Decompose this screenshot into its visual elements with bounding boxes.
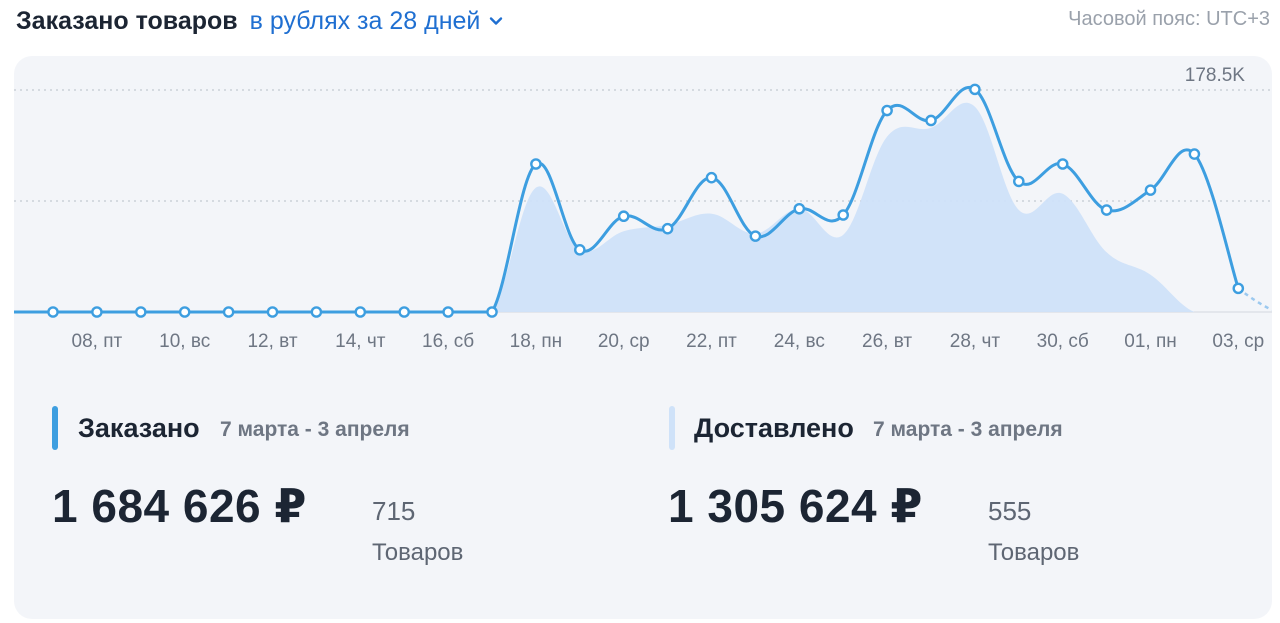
x-tick-label: 26, вт	[862, 331, 912, 352]
ordered-stat-title: Заказано	[78, 413, 200, 443]
delivered-stat-title: Доставлено	[694, 413, 854, 443]
chevron-down-icon	[490, 17, 503, 25]
chart-title: Заказано товаров	[16, 6, 238, 35]
delivered-stat-sum: 1 305 624 ₽	[668, 480, 923, 532]
data-point-ordered[interactable]	[266, 306, 279, 318]
x-tick-label: 12, вт	[247, 331, 297, 352]
points-layer	[47, 83, 1245, 318]
data-point-ordered[interactable]	[310, 306, 323, 318]
x-tick-labels: 08, пт 10, вс 12, вт 14, чт 16, сб 18, пн 20, …	[72, 331, 1265, 352]
ordered-stat-count: 715	[372, 496, 416, 526]
data-point-ordered[interactable]	[925, 114, 937, 127]
data-point-ordered[interactable]	[91, 306, 103, 318]
data-point-ordered[interactable]	[574, 244, 586, 256]
x-tick-label: 28, чт	[950, 331, 1001, 352]
data-point-ordered[interactable]	[705, 171, 718, 184]
ordered-stat-sum: 1 684 626 ₽	[52, 480, 307, 532]
x-tick-label: 24, вс	[774, 331, 825, 352]
series-area-delivered	[14, 102, 1239, 312]
x-tick-label: 30, сб	[1037, 331, 1089, 352]
data-point-ordered[interactable]	[47, 306, 59, 318]
data-point-ordered[interactable]	[1232, 282, 1245, 295]
data-point-ordered[interactable]	[881, 104, 893, 117]
data-point-ordered[interactable]	[442, 306, 454, 318]
data-point-ordered[interactable]	[1100, 204, 1113, 216]
data-point-ordered[interactable]	[486, 306, 498, 318]
data-point-ordered[interactable]	[530, 158, 542, 170]
data-point-ordered[interactable]	[178, 306, 191, 318]
data-point-ordered[interactable]	[222, 306, 235, 318]
y-max-label: 178.5K	[1185, 65, 1246, 86]
series-line-ordered-tail	[1237, 287, 1272, 312]
data-point-ordered[interactable]	[1144, 184, 1157, 196]
delivered-legend-marker	[669, 406, 675, 450]
x-tick-label: 01, пн	[1124, 331, 1176, 352]
ordered-legend-marker	[52, 406, 58, 450]
chart-card: 08, пт 10, вс 12, вт 14, чт 16, сб 18, пн 20, …	[14, 56, 1272, 619]
data-point-ordered[interactable]	[837, 209, 850, 221]
ordered-stat-period: 7 марта - 3 апреля	[220, 418, 410, 441]
data-point-ordered[interactable]	[969, 83, 981, 96]
timezone-label: Часовой пояс: UTC+3	[1068, 8, 1270, 30]
delivered-stat-period: 7 марта - 3 апреля	[873, 418, 1063, 441]
data-point-ordered[interactable]	[354, 306, 367, 318]
x-tick-label: 22, пт	[686, 331, 737, 352]
data-point-ordered[interactable]	[1013, 175, 1025, 188]
x-tick-label: 10, вс	[159, 331, 210, 352]
x-tick-label: 20, ср	[598, 331, 650, 352]
data-point-ordered[interactable]	[661, 222, 674, 235]
chart-header: Заказано товаров в рублях за 28 дней	[16, 4, 504, 38]
x-tick-label: 14, чт	[335, 331, 386, 352]
period-currency-dropdown[interactable]: в рублях за 28 дней	[250, 7, 505, 36]
delivered-stat-count: 555	[988, 496, 1032, 526]
x-tick-label: 18, пн	[510, 331, 562, 352]
data-point-ordered[interactable]	[398, 306, 411, 318]
x-tick-label: 16, сб	[422, 331, 474, 352]
orders-area-chart[interactable]: 08, пт 10, вс 12, вт 14, чт 16, сб 18, пн 20, …	[14, 56, 1272, 356]
period-currency-label: в рублях за 28 дней	[249, 6, 481, 35]
delivered-stat-unit: Товаров	[988, 539, 1080, 566]
data-point-ordered[interactable]	[1188, 148, 1201, 160]
x-tick-label: 03, ср	[1212, 331, 1264, 352]
data-point-ordered[interactable]	[749, 230, 762, 242]
data-point-ordered[interactable]	[793, 202, 806, 215]
x-tick-label: 08, пт	[72, 331, 123, 352]
data-point-ordered[interactable]	[617, 210, 630, 223]
ordered-stat-unit: Товаров	[372, 539, 464, 566]
data-point-ordered[interactable]	[135, 306, 147, 318]
data-point-ordered[interactable]	[1056, 158, 1069, 170]
